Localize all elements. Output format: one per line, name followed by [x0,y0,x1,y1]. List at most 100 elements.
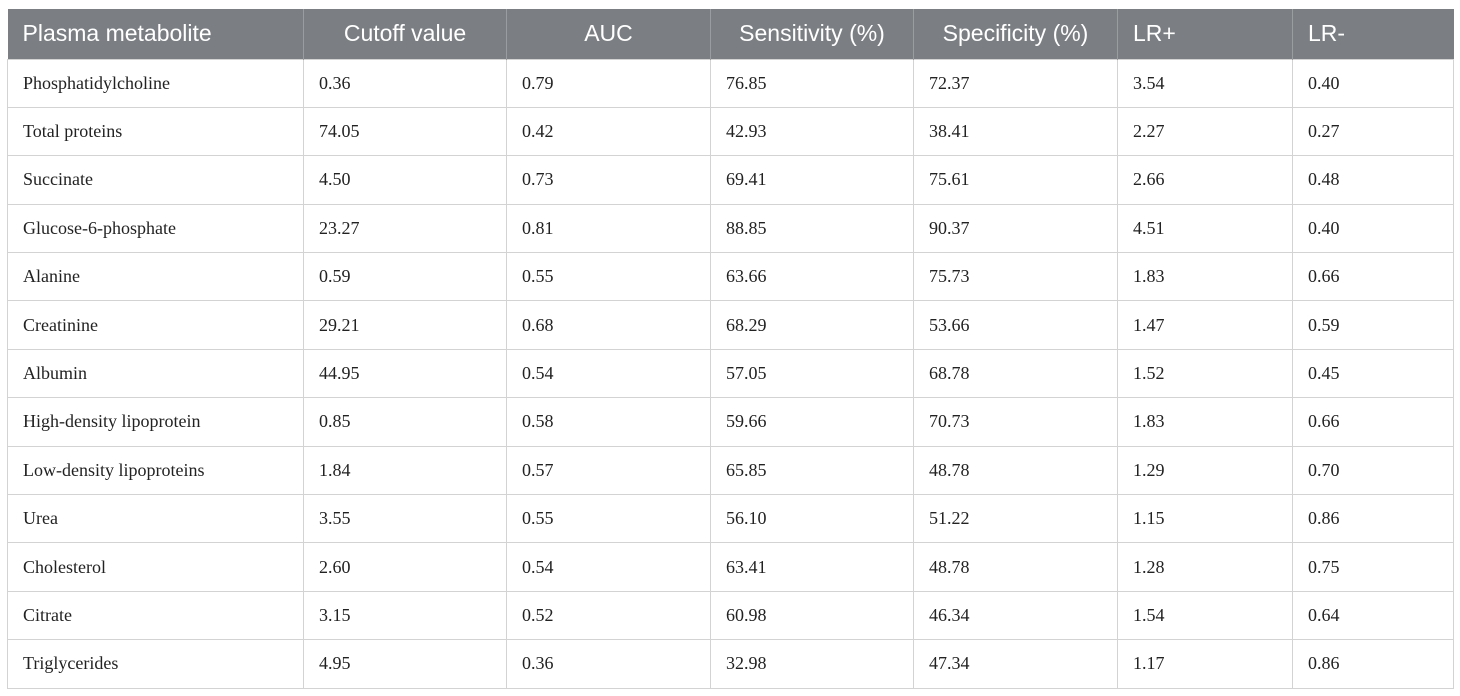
cell-sensitivity: 60.98 [710,590,914,641]
cell-sensitivity: 68.29 [710,300,914,350]
table-row: Creatinine 29.21 0.68 68.29 53.66 1.47 0.59 [7,300,1454,350]
cell-sensitivity: 32.98 [710,639,914,689]
metabolite-table: Plasma metabolite Cutoff value AUC Sensi… [7,9,1454,689]
header-row: Plasma metabolite Cutoff value AUC Sensi… [7,9,1454,59]
header-lr-plus: LR+ [1117,9,1293,59]
cell-auc: 0.73 [506,155,711,205]
table-row: Low-density lipoproteins 1.84 0.57 65.85 48.… [7,445,1454,496]
cell-cutoff-value: 3.15 [303,590,507,641]
table-row: High-density lipoprotein 0.85 0.58 59.66 70.… [7,397,1454,447]
cell-specificity: 46.34 [913,590,1118,641]
cell-lr-plus: 1.47 [1117,300,1293,350]
cell-auc: 0.68 [506,300,711,350]
cell-cutoff-value: 0.85 [303,397,507,447]
header-cutoff-value: Cutoff value [303,9,507,59]
cell-sensitivity: 57.05 [710,348,914,399]
cell-lr-plus: 3.54 [1117,58,1293,108]
cell-lr-plus: 1.15 [1117,494,1293,544]
cell-lr-minus: 0.86 [1292,639,1454,689]
cell-auc: 0.54 [506,542,711,592]
cell-lr-minus: 0.86 [1292,494,1454,544]
table-row: Total proteins 74.05 0.42 42.93 38.41 2.27 0.2… [7,106,1454,157]
cell-lr-minus: 0.66 [1292,252,1454,302]
table-row: Phosphatidylcholine 0.36 0.79 76.85 72.37 3.5… [7,58,1454,108]
cell-specificity: 68.78 [913,348,1118,399]
cell-metabolite: Albumin [7,348,304,399]
cell-metabolite: Total proteins [7,106,304,157]
cell-lr-plus: 2.66 [1117,155,1293,205]
cell-specificity: 75.61 [913,155,1118,205]
table-row: Cholesterol 2.60 0.54 63.41 48.78 1.28 0.75 [7,542,1454,592]
cell-specificity: 70.73 [913,397,1118,447]
cell-sensitivity: 63.41 [710,542,914,592]
cell-cutoff-value: 44.95 [303,348,507,399]
cell-cutoff-value: 29.21 [303,300,507,350]
cell-auc: 0.55 [506,252,711,302]
cell-lr-plus: 1.83 [1117,397,1293,447]
cell-specificity: 90.37 [913,203,1118,254]
cell-metabolite: Low-density lipoproteins [7,445,304,496]
cell-lr-plus: 1.28 [1117,542,1293,592]
cell-lr-minus: 0.75 [1292,542,1454,592]
cell-lr-minus: 0.45 [1292,348,1454,399]
cell-cutoff-value: 2.60 [303,542,507,592]
cell-lr-plus: 1.29 [1117,445,1293,496]
cell-sensitivity: 88.85 [710,203,914,254]
cell-cutoff-value: 74.05 [303,106,507,157]
cell-auc: 0.54 [506,348,711,399]
cell-specificity: 48.78 [913,542,1118,592]
cell-specificity: 75.73 [913,252,1118,302]
cell-auc: 0.57 [506,445,711,496]
cell-metabolite: Phosphatidylcholine [7,58,304,108]
cell-sensitivity: 65.85 [710,445,914,496]
cell-auc: 0.81 [506,203,711,254]
cell-lr-plus: 1.83 [1117,252,1293,302]
cell-specificity: 51.22 [913,494,1118,544]
cell-cutoff-value: 0.36 [303,58,507,108]
cell-auc: 0.36 [506,639,711,689]
cell-sensitivity: 59.66 [710,397,914,447]
cell-cutoff-value: 0.59 [303,252,507,302]
cell-lr-minus: 0.40 [1292,203,1454,254]
header-plasma-metabolite: Plasma metabolite [22,20,212,47]
header-lr-minus: LR- [1292,9,1454,59]
table-row: Albumin 44.95 0.54 57.05 68.78 1.52 0.45 [7,348,1454,399]
cell-metabolite: Creatinine [7,300,304,350]
cell-auc: 0.42 [506,106,711,157]
table-header: Plasma metabolite Cutoff value AUC Sensi… [7,9,1454,59]
cell-sensitivity: 56.10 [710,494,914,544]
cell-lr-minus: 0.66 [1292,397,1454,447]
cell-sensitivity: 42.93 [710,106,914,157]
cell-auc: 0.52 [506,590,711,641]
header-specificity: Specificity (%) [913,9,1118,59]
header-auc: AUC [506,9,711,59]
cell-sensitivity: 69.41 [710,155,914,205]
cell-cutoff-value: 3.55 [303,494,507,544]
table-row: Succinate 4.50 0.73 69.41 75.61 2.66 0.48 [7,155,1454,205]
cell-lr-minus: 0.70 [1292,445,1454,496]
table-row: Glucose-6-phosphate 23.27 0.81 88.85 90.37 4.… [7,203,1454,254]
table-row: Citrate 3.15 0.52 60.98 46.34 1.54 0.64 [7,590,1454,641]
cell-lr-minus: 0.64 [1292,590,1454,641]
header-sensitivity: Sensitivity (%) [710,9,914,59]
table-row: Alanine 0.59 0.55 63.66 75.73 1.83 0.66 [7,252,1454,302]
table-row: Urea 3.55 0.55 56.10 51.22 1.15 0.86 [7,494,1454,544]
cell-sensitivity: 76.85 [710,58,914,108]
table-row: Triglycerides 4.95 0.36 32.98 47.34 1.17 0.86 [7,639,1454,689]
cell-metabolite: Cholesterol [7,542,304,592]
cell-lr-plus: 1.17 [1117,639,1293,689]
cell-lr-plus: 2.27 [1117,106,1293,157]
cell-cutoff-value: 23.27 [303,203,507,254]
cell-lr-minus: 0.48 [1292,155,1454,205]
cell-metabolite: High-density lipoprotein [7,397,304,447]
cell-specificity: 38.41 [913,106,1118,157]
cell-cutoff-value: 4.95 [303,639,507,689]
cell-auc: 0.58 [506,397,711,447]
cell-metabolite: Triglycerides [7,639,304,689]
cell-metabolite: Succinate [7,155,304,205]
cell-auc: 0.79 [506,58,711,108]
cell-metabolite: Citrate [7,590,304,641]
cell-metabolite: Alanine [7,252,304,302]
cell-lr-plus: 1.52 [1117,348,1293,399]
cell-auc: 0.55 [506,494,711,544]
